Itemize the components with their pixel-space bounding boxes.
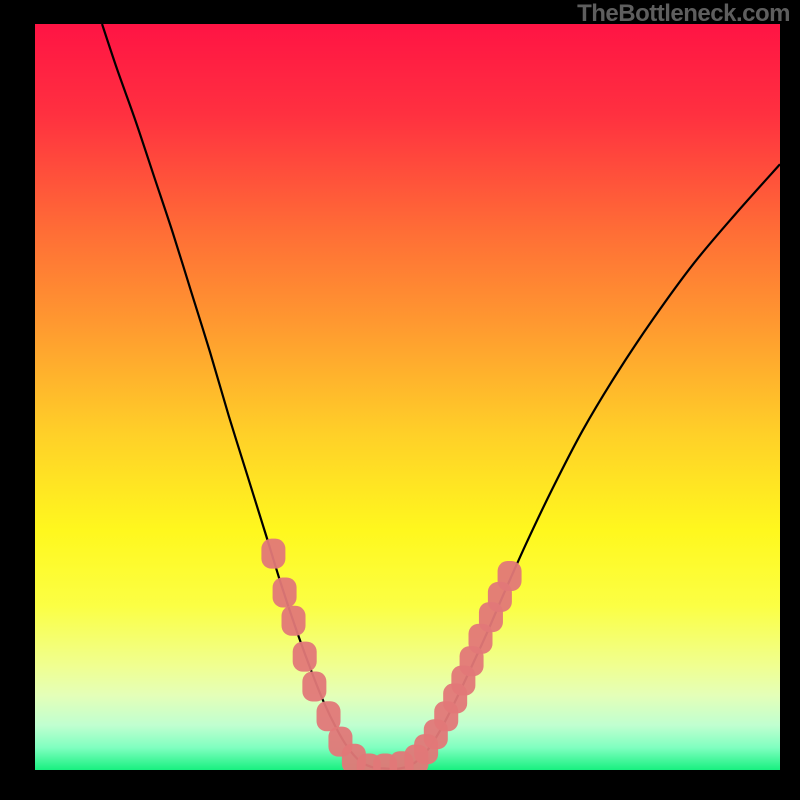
gradient-plot-area — [35, 24, 780, 770]
watermark-label: TheBottleneck.com — [577, 0, 790, 28]
marker — [302, 671, 326, 701]
marker — [261, 539, 285, 569]
marker — [273, 577, 297, 607]
marker — [282, 606, 306, 636]
marker — [498, 561, 522, 591]
chart-svg — [0, 0, 800, 800]
chart-canvas: TheBottleneck.com — [0, 0, 800, 800]
marker — [293, 642, 317, 672]
